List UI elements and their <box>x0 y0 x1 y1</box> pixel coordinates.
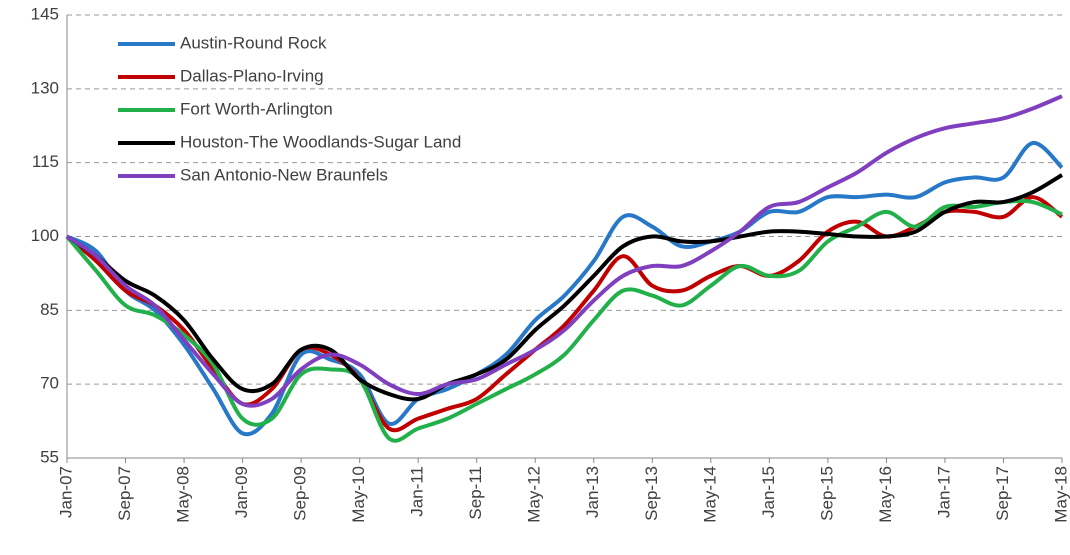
legend-label: San Antonio-New Braunfels <box>180 165 388 184</box>
y-tick-label: 70 <box>40 374 59 393</box>
y-tick-label: 115 <box>32 152 59 171</box>
x-tick-label: Jan-07 <box>56 466 75 518</box>
y-tick-label: 85 <box>40 300 59 319</box>
series-line <box>66 140 1064 437</box>
x-tick-label: Jan-13 <box>583 466 602 518</box>
y-tick-label: 130 <box>31 78 59 97</box>
series-line <box>65 173 1064 402</box>
x-tick-label: May-12 <box>525 466 544 523</box>
legend-label: Dallas-Plano-Irving <box>180 66 324 85</box>
legend-label: Houston-The Woodlands-Sugar Land <box>180 132 461 151</box>
x-tick-label: May-16 <box>876 466 895 523</box>
legend-label: Austin-Round Rock <box>180 33 327 52</box>
x-tick-label: May-10 <box>349 466 368 523</box>
y-tick-label: 55 <box>40 447 59 466</box>
x-tick-label: May-08 <box>174 466 193 523</box>
x-tick-label: Sep-07 <box>115 466 134 521</box>
x-tick-label: Jan-11 <box>408 466 427 517</box>
x-tick-label: Sep-09 <box>291 466 310 521</box>
x-tick-label: Jan-17 <box>934 466 953 518</box>
y-tick-label: 100 <box>31 226 59 245</box>
y-tick-label: 145 <box>31 4 59 23</box>
x-tick-label: Sep-15 <box>817 466 836 521</box>
x-tick-label: Sep-13 <box>642 466 661 521</box>
x-tick-label: Sep-17 <box>993 466 1012 521</box>
x-tick-label: May-14 <box>700 466 719 523</box>
x-tick-label: Jan-09 <box>232 466 251 518</box>
legend-label: Fort Worth-Arlington <box>180 99 333 118</box>
x-tick-label: Sep-11 <box>466 466 485 520</box>
series-line <box>65 94 1063 408</box>
x-tick-label: Jan-15 <box>759 466 778 518</box>
x-tick-label: May-18 <box>1051 466 1070 523</box>
series-line <box>65 198 1063 443</box>
